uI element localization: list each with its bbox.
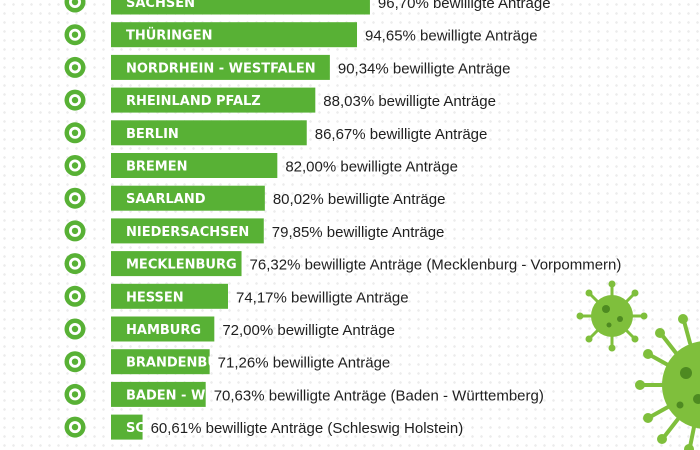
row-marker-dot [71,293,79,300]
bar-value-label: 86,67% bewilligte Anträge [315,126,488,143]
row-marker-dot [71,423,79,431]
bar-value-label: 60,61% bewilligte Anträge (Schleswig Hol… [151,420,464,437]
bar [111,414,143,440]
bar [111,153,278,178]
bar-category-label: HAMBURG [126,323,201,338]
bar-category-label: BREMEN [126,160,188,175]
bar-category-label: HESSEN [126,290,184,305]
bar-category-label: RHEINLAND PFALZ [126,94,261,109]
bar-category-label: BRANDENBURG [126,356,239,371]
bar [111,316,215,342]
bar-value-label: 80,02% bewilligte Anträge [273,191,446,208]
row-marker-dot [71,162,79,169]
row-marker-dot [71,129,79,136]
row-marker-dot [71,260,79,267]
bar [111,87,316,113]
bar-category-label: SACHSEN [126,0,195,11]
row-marker-dot [71,64,79,71]
bar [111,381,206,407]
bar-value-label: 76,32% bewilligte Anträge (Mecklenburg -… [250,257,622,274]
bar-category-label: THÜRINGEN [126,28,212,44]
bar-category-label: MECKLENBURG - VO... [126,258,286,273]
bar-value-label: 74,17% bewilligte Anträge [236,289,409,306]
chart-rows: SACHSEN 96,70% bewilligte Anträge THÜRINGE… [64,0,622,440]
row-marker-dot [71,195,79,202]
bar [111,283,228,309]
bar-value-label: 90,34% bewilligte Anträge [338,60,511,77]
bar-value-label: 96,70% bewilligte Anträge [378,0,551,12]
row-marker-dot [71,0,79,6]
virus-icon-small [576,280,648,352]
row-marker-dot [71,358,79,365]
bar-category-label: NIEDERSACHSEN [126,225,249,240]
bar [111,54,330,80]
bar [111,185,265,211]
row-marker-dot [71,391,79,398]
bar [111,218,264,244]
bar-value-label: 72,00% bewilligte Anträge [222,322,395,339]
bar [111,120,307,146]
bar-category-label: SCHLESWIG... [126,421,227,436]
bar-category-label: BADEN - WÜRTT... [126,387,256,403]
virus-icon-large [635,314,700,450]
bar-category-label: NORDRHEIN - WESTFALEN [126,61,316,76]
row-marker-dot [71,96,79,104]
bar-value-label: 94,65% bewilligte Anträge [365,28,538,45]
bar-value-label: 82,00% bewilligte Anträge [285,159,458,176]
bar-value-label: 71,26% bewilligte Anträge [218,355,391,372]
row-marker-dot [71,31,79,38]
bar-value-label: 88,03% bewilligte Anträge [323,93,496,110]
bar [111,0,370,15]
bar [111,22,358,48]
bar [111,349,210,375]
bar-category-label: BERLIN [126,127,179,142]
row-marker-dot [71,227,79,235]
bar-value-label: 70,63% bewilligte Anträge (Baden - Württ… [214,387,544,404]
bar-value-label: 79,85% bewilligte Anträge [272,224,445,241]
row-marker-dot [71,325,79,333]
bar-category-label: SAARLAND [126,192,206,207]
bar [111,251,242,277]
